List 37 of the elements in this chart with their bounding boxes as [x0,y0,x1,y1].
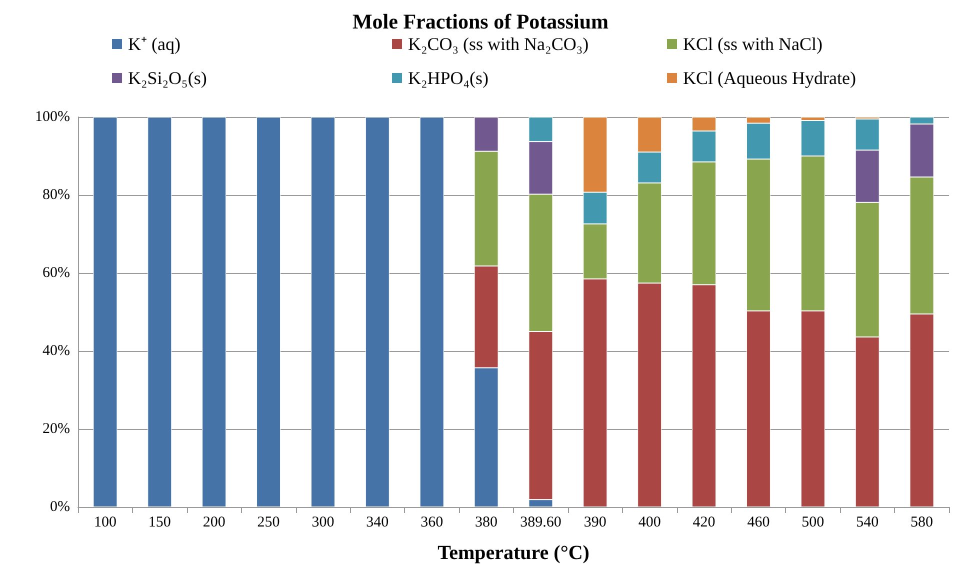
bar [310,117,335,507]
bar [93,117,118,507]
x-tick-label: 100 [94,514,116,530]
y-tick-label: 0% [50,499,70,515]
bar [202,117,226,507]
legend-label: KCl (ss with NaCl) [683,34,823,54]
x-tick-label: 150 [148,514,171,530]
x-tick-label: 460 [747,514,770,530]
x-tick-label: 500 [802,514,824,530]
legend-label: K₂CO₃ (ss with Na₂CO₃) [408,34,589,54]
x-tick-label: 340 [366,514,389,530]
legend-label: K₂Si₂O₅(s) [128,68,207,88]
x-tick-label: 389.60 [520,514,562,530]
x-tick-label: 380 [475,514,498,530]
bar [256,117,281,507]
y-tick-label: 80% [42,187,70,203]
legend-label: KCl (Aqueous Hydrate) [683,68,856,88]
x-tick-label: 200 [202,514,226,530]
y-tick-label: 60% [42,265,70,281]
chart-title: Mole Fractions of Potassium [352,10,610,34]
x-tick-label: 580 [910,514,934,530]
legend-label: K⁺ (aq) [128,34,180,54]
y-tick-label: 100% [35,109,70,125]
x-tick-label: 300 [312,514,334,530]
x-tick-label: 390 [584,514,606,530]
y-tick-label: 20% [42,421,70,437]
bar [420,117,444,507]
bar [365,117,390,507]
x-tick-label: 540 [856,514,879,530]
legend-label: K₂HPO₄(s) [408,68,489,88]
x-axis-title: Temperature (°C) [438,542,590,564]
x-tick-label: 360 [420,514,444,530]
bar [148,117,172,507]
y-tick-label: 40% [42,343,70,359]
x-tick-label: 250 [257,514,280,530]
x-tick-label: 400 [638,514,661,530]
x-tick-label: 420 [692,514,716,530]
